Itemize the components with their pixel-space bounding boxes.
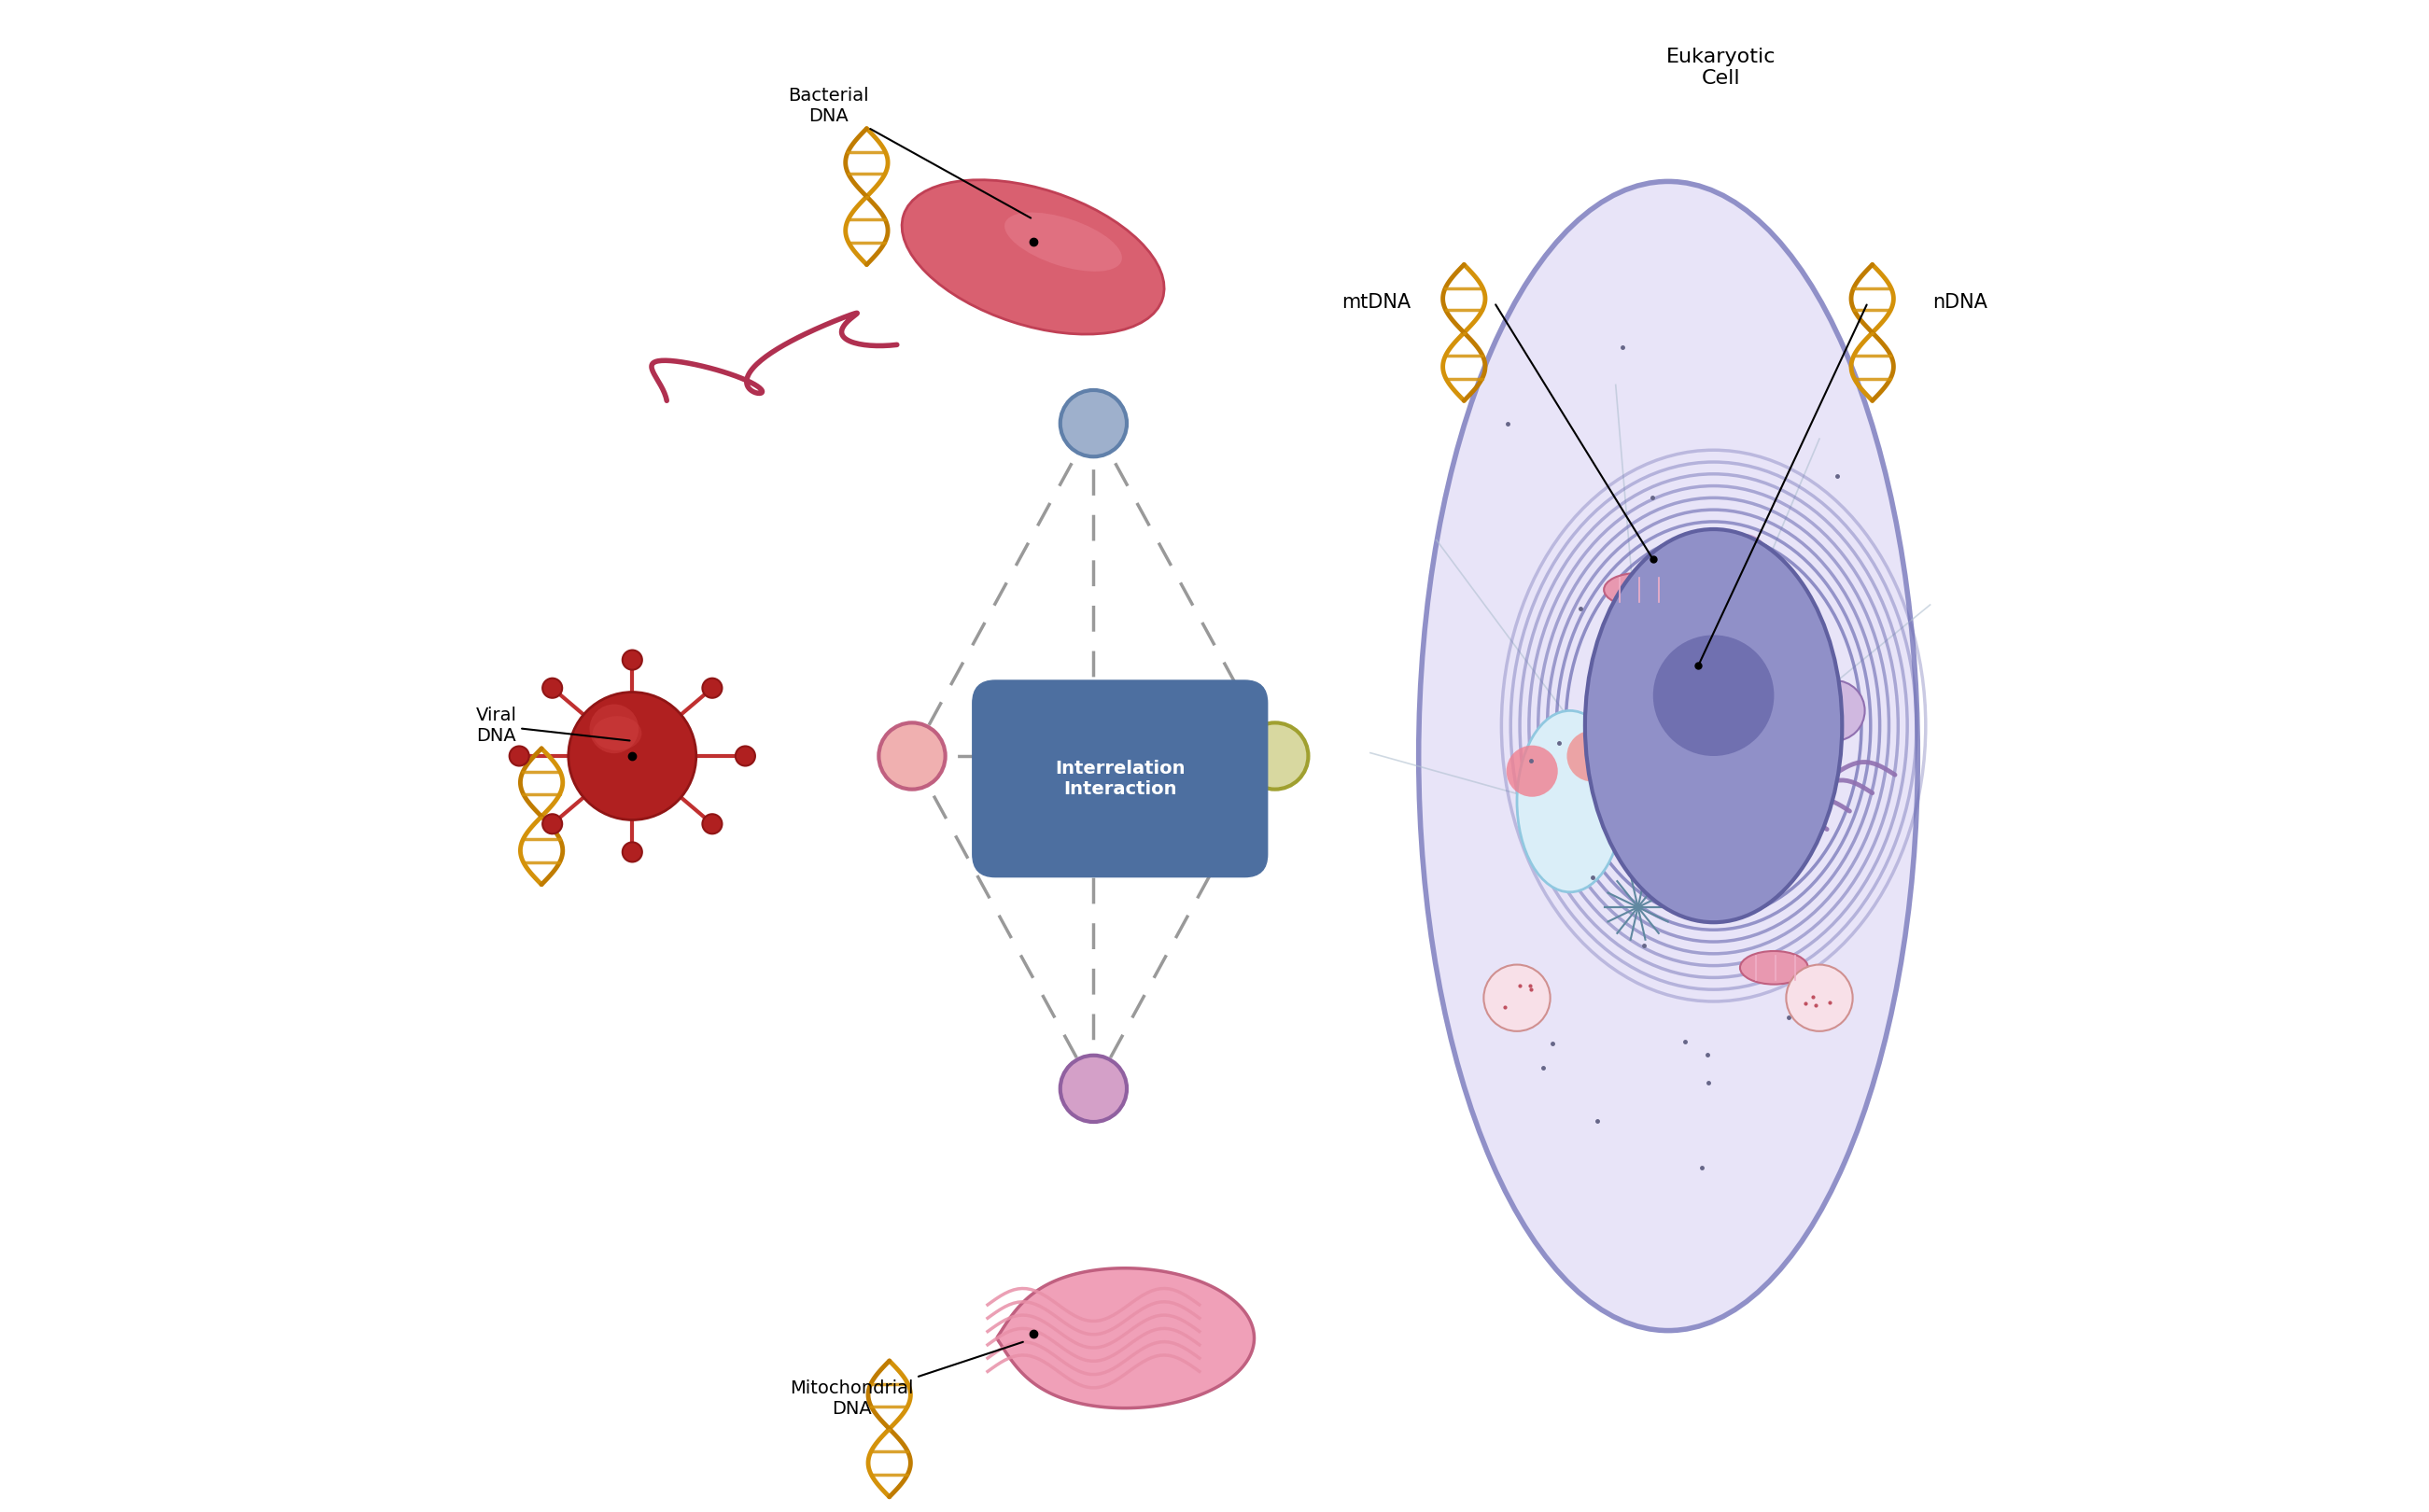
PathPatch shape [998,1269,1253,1408]
Circle shape [1059,390,1127,457]
Circle shape [542,813,561,833]
Circle shape [1567,730,1618,782]
Circle shape [568,692,697,820]
Text: Interrelation
Interaction: Interrelation Interaction [1054,759,1185,798]
Text: mtDNA: mtDNA [1341,293,1411,311]
Text: nDNA: nDNA [1933,293,1987,311]
Circle shape [542,679,561,699]
Ellipse shape [1419,181,1919,1331]
Circle shape [1778,640,1829,691]
Circle shape [622,650,641,670]
Circle shape [879,723,945,789]
Circle shape [590,705,639,753]
Circle shape [1805,680,1865,741]
Circle shape [1506,745,1557,797]
Circle shape [1785,965,1853,1031]
Text: Bacterial
DNA: Bacterial DNA [789,86,1030,218]
Circle shape [1484,965,1550,1031]
Text: Mitochondrial
DNA: Mitochondrial DNA [789,1343,1023,1418]
Ellipse shape [1739,951,1807,984]
Circle shape [510,747,530,765]
Text: Eukaryotic
Cell: Eukaryotic Cell [1666,48,1776,88]
Text: Viral
DNA: Viral DNA [476,706,629,745]
Ellipse shape [1603,573,1671,606]
Circle shape [702,679,721,699]
Ellipse shape [1586,529,1841,922]
Ellipse shape [593,717,641,750]
Circle shape [1654,635,1773,756]
Ellipse shape [1006,212,1122,272]
Ellipse shape [901,180,1163,334]
Circle shape [1059,1055,1127,1122]
Circle shape [1241,723,1309,789]
Circle shape [736,747,755,765]
Circle shape [1717,534,1768,585]
Circle shape [702,813,721,833]
Ellipse shape [1518,711,1623,892]
FancyBboxPatch shape [972,680,1268,877]
Circle shape [622,842,641,862]
